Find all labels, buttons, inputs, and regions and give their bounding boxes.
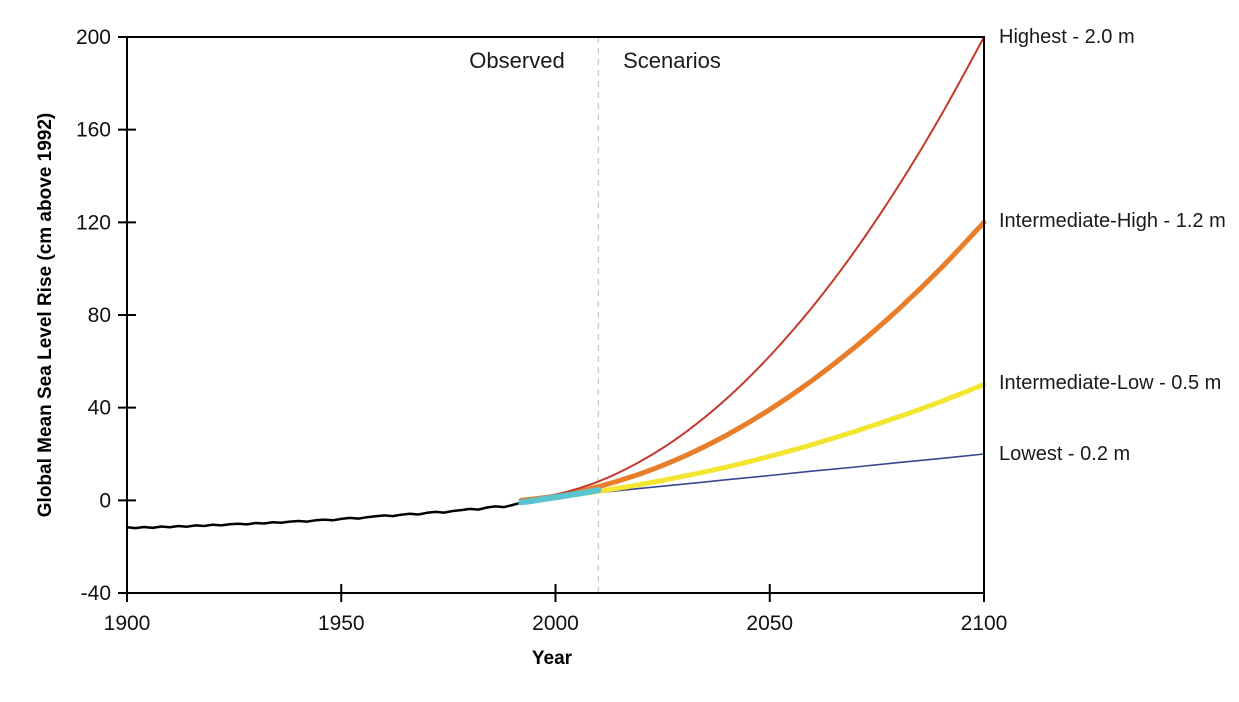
series-line-3: [518, 219, 987, 503]
y-tick-label: 80: [88, 304, 111, 327]
plot-border: [126, 36, 985, 594]
y-tick-label: -40: [81, 582, 111, 605]
y-tick-label: 120: [76, 211, 111, 234]
legend-label-intermediate-low: Intermediate-Low - 0.5 m: [999, 372, 1222, 394]
series-line-1: [518, 487, 602, 506]
series-line-0: [125, 501, 523, 530]
x-tick-label: 1900: [104, 612, 151, 635]
x-tick-label: 2100: [961, 612, 1008, 635]
y-tick-label: 200: [76, 26, 111, 49]
legend-label-intermediate-high: Intermediate-High - 1.2 m: [999, 210, 1226, 232]
x-axis-title: Year: [531, 648, 573, 669]
x-tick-label: 2050: [746, 612, 793, 635]
legend-label-highest: Highest - 2.0 m: [999, 26, 1135, 48]
y-tick-label: 160: [76, 119, 111, 142]
y-tick-label: 0: [99, 489, 111, 512]
y-tick-label: 40: [88, 397, 111, 420]
scenarios-region-label: Scenarios: [623, 48, 721, 73]
observed-region-label: Observed: [469, 48, 565, 73]
series-line-2: [520, 36, 985, 502]
y-axis-title: Global Mean Sea Level Rise (cm above 199…: [35, 112, 56, 518]
series-line-4: [518, 382, 987, 503]
x-tick-label: 1950: [318, 612, 365, 635]
legend-label-lowest: Lowest - 0.2 m: [999, 443, 1131, 465]
x-tick-label: 2000: [532, 612, 579, 635]
